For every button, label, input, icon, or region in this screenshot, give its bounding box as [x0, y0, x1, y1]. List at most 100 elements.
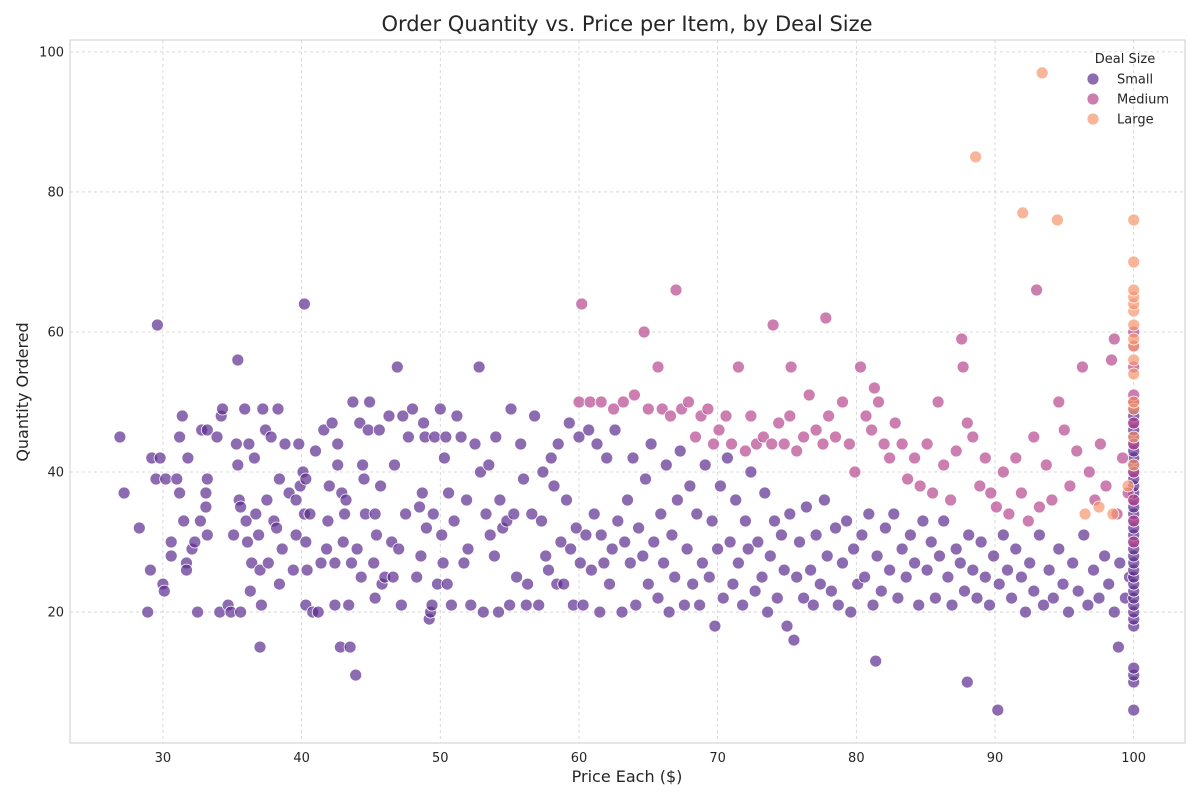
data-point: [874, 584, 888, 598]
data-point: [790, 444, 804, 458]
data-point: [1042, 563, 1056, 577]
data-point: [216, 402, 229, 416]
data-point: [632, 521, 645, 535]
legend-label: Large: [1117, 113, 1154, 128]
data-point: [328, 598, 342, 612]
data-point: [719, 409, 733, 423]
data-point: [1105, 353, 1118, 367]
data-point: [621, 493, 634, 507]
data-point: [665, 528, 679, 542]
data-point: [199, 500, 213, 514]
data-point: [1127, 430, 1141, 444]
data-point: [1021, 514, 1035, 528]
data-point: [594, 395, 608, 409]
data-point: [655, 402, 669, 416]
data-point: [732, 556, 745, 570]
data-point: [761, 605, 774, 619]
data-point: [641, 402, 655, 416]
data-point: [493, 493, 507, 507]
data-point: [1107, 605, 1121, 619]
data-point: [741, 542, 755, 556]
data-point: [1062, 605, 1075, 619]
x-tick-label: 60: [571, 751, 588, 766]
data-point: [1127, 367, 1141, 381]
data-point: [859, 409, 873, 423]
data-point: [996, 528, 1010, 542]
data-point: [401, 430, 415, 444]
data-point: [669, 283, 683, 297]
data-point: [254, 598, 268, 612]
x-tick-label: 50: [432, 751, 449, 766]
data-point: [504, 402, 518, 416]
data-point: [1045, 493, 1059, 507]
x-axis-label: Price Each ($): [572, 767, 683, 786]
data-point: [238, 402, 252, 416]
data-point: [1092, 500, 1106, 514]
data-point: [1046, 591, 1060, 605]
data-point: [956, 360, 970, 374]
series-large: [969, 66, 1141, 521]
data-point: [322, 479, 336, 493]
data-point: [1016, 206, 1030, 220]
data-point: [848, 465, 862, 479]
data-point: [1127, 395, 1141, 409]
data-point: [1127, 416, 1141, 430]
data-point: [331, 458, 345, 472]
data-point: [1023, 556, 1037, 570]
data-point: [317, 423, 331, 437]
data-point: [368, 591, 382, 605]
data-point: [809, 528, 823, 542]
data-point: [231, 353, 245, 367]
legend-label: Medium: [1117, 93, 1169, 108]
data-point: [261, 556, 275, 570]
data-point: [960, 675, 974, 689]
data-point: [514, 437, 528, 451]
data-point: [1052, 395, 1066, 409]
data-point: [357, 472, 371, 486]
data-point: [234, 605, 248, 619]
data-point: [1070, 444, 1084, 458]
data-point: [978, 570, 992, 584]
data-point: [1035, 66, 1049, 80]
data-point: [866, 598, 880, 612]
data-point: [1106, 507, 1120, 521]
data-point: [755, 570, 769, 584]
data-point: [712, 423, 726, 437]
data-point: [1127, 661, 1141, 675]
data-point: [725, 437, 738, 451]
grid-lines: [70, 40, 1185, 743]
data-point: [573, 556, 587, 570]
data-point: [414, 549, 428, 563]
data-point: [372, 423, 386, 437]
data-point: [744, 465, 758, 479]
data-point: [1056, 577, 1070, 591]
data-point: [966, 430, 980, 444]
data-point: [551, 437, 565, 451]
data-point: [1037, 598, 1050, 612]
data-point: [272, 577, 286, 591]
data-point: [328, 556, 342, 570]
data-point: [191, 605, 205, 619]
data-point: [1027, 430, 1041, 444]
data-point: [519, 598, 533, 612]
data-point: [464, 598, 478, 612]
data-point: [608, 423, 622, 437]
data-point: [819, 311, 833, 325]
data-point: [683, 479, 697, 493]
data-point: [442, 486, 456, 500]
data-point: [242, 437, 256, 451]
data-point: [987, 549, 1000, 563]
data-point: [1127, 458, 1141, 472]
data-point: [659, 458, 673, 472]
data-point: [594, 528, 608, 542]
data-point: [487, 549, 501, 563]
data-point: [945, 598, 959, 612]
data-point: [535, 514, 548, 528]
data-point: [895, 542, 909, 556]
data-point: [413, 500, 426, 514]
data-point: [426, 507, 440, 521]
x-tick-label: 100: [1121, 751, 1146, 766]
data-point: [492, 605, 505, 619]
data-point: [593, 605, 607, 619]
